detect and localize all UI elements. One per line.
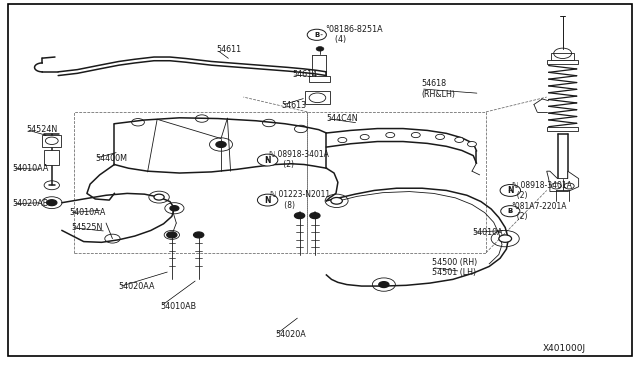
Circle shape — [47, 200, 57, 206]
Circle shape — [455, 137, 464, 142]
Text: B: B — [508, 208, 513, 214]
Text: 54020AB: 54020AB — [12, 199, 49, 208]
Circle shape — [379, 282, 389, 288]
Circle shape — [216, 141, 226, 147]
Bar — [305, 92, 330, 105]
Text: 54525N: 54525N — [71, 223, 102, 232]
Text: ℕ 08918-3401A
      (2): ℕ 08918-3401A (2) — [269, 150, 329, 169]
Bar — [547, 60, 578, 64]
Bar — [547, 127, 578, 131]
Text: 54010A: 54010A — [472, 228, 502, 237]
Circle shape — [193, 232, 204, 238]
Text: 54010AA: 54010AA — [12, 164, 49, 173]
Circle shape — [360, 135, 369, 140]
Text: 54611: 54611 — [216, 45, 242, 54]
Circle shape — [257, 154, 278, 166]
Circle shape — [467, 141, 476, 147]
Text: 54500 (RH)
54501 (LH): 54500 (RH) 54501 (LH) — [432, 258, 477, 277]
Text: N: N — [264, 155, 271, 164]
Bar — [551, 53, 574, 60]
Circle shape — [167, 232, 177, 238]
Text: N: N — [507, 186, 513, 195]
Text: 54010AA: 54010AA — [70, 208, 106, 217]
Text: ℕ 08918-3401A
  (2): ℕ 08918-3401A (2) — [511, 181, 572, 200]
Circle shape — [436, 134, 445, 140]
Circle shape — [307, 29, 326, 40]
Bar — [309, 76, 330, 82]
Circle shape — [386, 132, 395, 138]
Circle shape — [500, 206, 520, 217]
Circle shape — [412, 132, 420, 138]
Text: 54613: 54613 — [282, 101, 307, 110]
Circle shape — [316, 46, 324, 51]
Circle shape — [331, 198, 342, 204]
Polygon shape — [547, 171, 579, 192]
Text: ℕ 01223-N2011
      (8): ℕ 01223-N2011 (8) — [270, 190, 330, 210]
Text: 54020A: 54020A — [275, 330, 306, 340]
Text: °081A7-2201A
  (2): °081A7-2201A (2) — [511, 202, 567, 221]
Circle shape — [310, 213, 320, 219]
Circle shape — [499, 235, 511, 242]
Circle shape — [257, 194, 278, 206]
Circle shape — [338, 137, 347, 142]
Text: 544C4N: 544C4N — [326, 114, 358, 123]
Circle shape — [154, 194, 164, 200]
Text: X401000J: X401000J — [542, 344, 586, 353]
Circle shape — [294, 213, 305, 219]
Bar — [42, 135, 61, 147]
Circle shape — [170, 206, 179, 211]
Text: 54010AB: 54010AB — [161, 302, 196, 311]
Text: °08186-8251A
    (4): °08186-8251A (4) — [325, 25, 383, 45]
Text: 54614: 54614 — [292, 70, 317, 79]
Text: B: B — [314, 32, 319, 38]
Text: 54020AA: 54020AA — [119, 282, 156, 291]
Circle shape — [500, 185, 520, 196]
Text: N: N — [264, 196, 271, 205]
Text: 54400M: 54400M — [95, 154, 127, 163]
Bar — [44, 150, 60, 164]
Text: 54524N: 54524N — [26, 125, 58, 134]
Text: 54618
(RH&LH): 54618 (RH&LH) — [421, 79, 455, 99]
